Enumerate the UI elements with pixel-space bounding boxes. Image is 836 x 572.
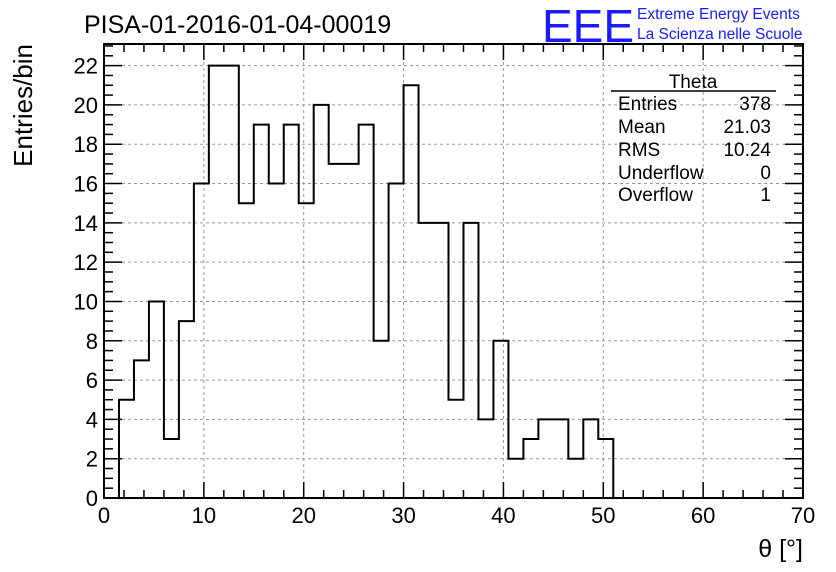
- stats-label: Entries: [618, 94, 677, 115]
- x-tick-label: 50: [591, 503, 615, 528]
- stats-value: 0: [760, 163, 771, 184]
- plot-frame: [103, 43, 804, 499]
- x-tick-label: 30: [391, 503, 415, 528]
- x-tick-label: 70: [791, 503, 815, 528]
- y-tick-label: 0: [86, 486, 98, 511]
- x-tick-label: 0: [98, 503, 110, 528]
- y-tick-label: 12: [74, 250, 98, 275]
- axis-ticks: [103, 44, 804, 499]
- stats-value: 21.03: [723, 117, 771, 138]
- y-tick-label: 18: [74, 132, 98, 157]
- y-tick-label: 8: [86, 329, 98, 354]
- stats-value: 1: [760, 185, 771, 206]
- y-tick-label: 16: [74, 172, 98, 197]
- x-tick-label: 60: [691, 503, 715, 528]
- x-axis-label: θ [°]: [758, 535, 803, 563]
- stats-label: Mean: [618, 117, 666, 138]
- x-tick-label: 40: [491, 503, 515, 528]
- x-tick-label: 20: [291, 503, 315, 528]
- logo-line-2: La Scienza nelle Scuole: [637, 26, 802, 43]
- y-axis-label: Entries/bin: [8, 44, 38, 167]
- stats-value: 378: [739, 94, 771, 115]
- chart-title: PISA-01-2016-01-04-00019: [84, 11, 391, 39]
- stats-box: Theta Entries 378 Mean 21.03 RMS 10.24 U…: [611, 72, 776, 206]
- y-tick-label: 20: [74, 93, 98, 118]
- y-tick-label: 4: [86, 407, 98, 432]
- x-tick-label: 10: [192, 503, 216, 528]
- y-tick-label: 14: [74, 211, 98, 236]
- y-tick-label: 22: [74, 54, 98, 79]
- stats-label: Underflow: [618, 163, 704, 184]
- grid-lines: [104, 44, 803, 498]
- stats-value: 10.24: [723, 140, 771, 161]
- logo-line-1: Extreme Energy Events: [637, 6, 800, 23]
- stats-label: RMS: [618, 140, 660, 161]
- stats-title: Theta: [669, 72, 718, 93]
- histogram-series: [117, 64, 629, 499]
- stats-label: Overflow: [618, 185, 693, 206]
- logo-mark: EEE: [542, 0, 634, 52]
- y-tick-label: 2: [86, 447, 98, 472]
- y-tick-label: 6: [86, 368, 98, 393]
- y-tick-label: 10: [74, 289, 98, 314]
